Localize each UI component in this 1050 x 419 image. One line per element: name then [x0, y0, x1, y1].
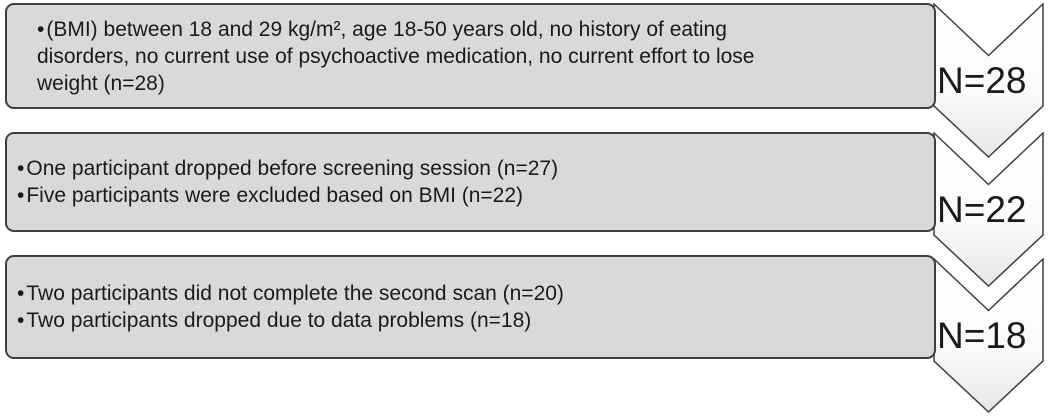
step-box-scan-dropouts: •Two participants did not complete the s… — [5, 255, 936, 359]
bullet-marker: • — [17, 282, 25, 305]
n-count-label-1: N=28 — [937, 59, 1027, 101]
list-item-text: Two participants did not complete the se… — [26, 282, 564, 305]
list-item-wrapped-line: weight (n=28) — [37, 71, 165, 95]
step-box-screening-exclusions: •One participant dropped before screenin… — [5, 132, 936, 232]
list-item: •(BMI) between 18 and 29 kg/m², age 18-5… — [37, 16, 924, 43]
bullet-marker: • — [17, 157, 25, 180]
list-item: •Five participants were excluded based o… — [17, 182, 924, 209]
down-chevron-polygon — [933, 132, 1044, 287]
list-item-text: One participant dropped before screening… — [26, 157, 559, 180]
bullet-marker: • — [17, 309, 25, 332]
down-chevron-shape-2 — [933, 132, 1044, 287]
step-box-inclusion-criteria: •(BMI) between 18 and 29 kg/m², age 18-5… — [5, 3, 936, 109]
n-count-label-2: N=22 — [937, 188, 1027, 230]
down-chevron-polygon — [933, 3, 1044, 158]
list-item: •Two participants did not complete the s… — [17, 280, 924, 307]
list-item-text: (BMI) between 18 and 29 kg/m², age 18-50… — [46, 17, 727, 41]
list-item-text: Five participants were excluded based on… — [26, 184, 524, 207]
n-count-label-3: N=18 — [937, 314, 1027, 356]
down-chevron-polygon — [933, 258, 1044, 413]
list-item-wrapped-line: disorders, no current use of psychoactiv… — [37, 44, 755, 68]
list-item: •One participant dropped before screenin… — [17, 155, 924, 182]
bullet-marker: • — [17, 184, 25, 207]
down-chevron-shape-3 — [933, 258, 1044, 413]
list-item: •Two participants dropped due to data pr… — [17, 307, 924, 334]
down-chevron-icon — [933, 258, 1044, 413]
bullet-marker: • — [37, 17, 45, 41]
list-item-text: Two participants dropped due to data pro… — [26, 309, 532, 332]
down-chevron-shape-1 — [933, 3, 1044, 158]
down-chevron-icon — [933, 132, 1044, 287]
down-chevron-icon — [933, 3, 1044, 158]
